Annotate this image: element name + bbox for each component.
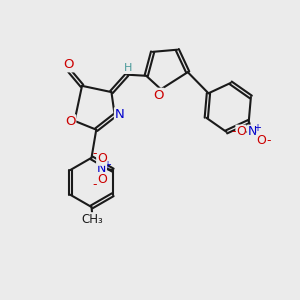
Text: O: O <box>153 89 164 102</box>
Text: O: O <box>97 152 106 165</box>
Text: O: O <box>64 58 74 71</box>
Text: CH₃: CH₃ <box>81 213 103 226</box>
Text: +: + <box>253 123 261 133</box>
Text: +: + <box>103 160 111 170</box>
Text: H: H <box>124 63 132 73</box>
Text: O: O <box>236 125 246 138</box>
Text: O: O <box>256 134 266 147</box>
Text: N: N <box>115 108 125 121</box>
Text: O: O <box>97 172 106 186</box>
Text: -: - <box>232 125 236 138</box>
Text: N: N <box>97 162 106 176</box>
Text: -: - <box>93 147 97 160</box>
Text: N: N <box>248 125 257 138</box>
Text: -: - <box>93 178 97 191</box>
Text: -: - <box>267 134 271 147</box>
Text: O: O <box>65 115 75 128</box>
